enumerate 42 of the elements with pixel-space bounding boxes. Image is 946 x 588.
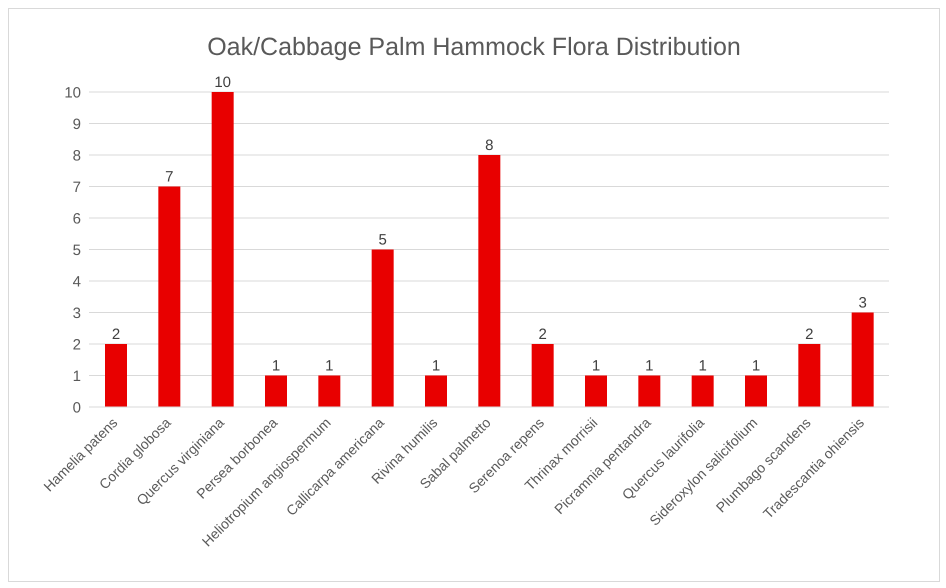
bar <box>212 92 234 407</box>
data-label: 8 <box>485 137 494 154</box>
data-label: 2 <box>805 326 814 343</box>
bar <box>372 250 394 407</box>
bar <box>585 376 607 407</box>
data-label: 1 <box>432 358 440 374</box>
bar <box>158 186 180 407</box>
bar <box>478 155 500 407</box>
y-tick-label: 0 <box>72 399 81 416</box>
y-tick-label: 9 <box>72 116 81 133</box>
bar <box>318 376 340 407</box>
data-label: 1 <box>325 358 334 374</box>
data-label: 1 <box>752 358 760 374</box>
y-tick-label: 1 <box>72 368 81 385</box>
bar <box>852 312 874 407</box>
bar <box>425 376 447 407</box>
y-tick-label: 10 <box>64 84 81 102</box>
y-tick-label: 2 <box>72 336 81 354</box>
y-tick-label: 4 <box>72 273 81 290</box>
bar <box>745 376 767 407</box>
data-label: 1 <box>272 358 280 374</box>
data-label: 3 <box>858 294 867 312</box>
data-label: 1 <box>645 358 654 374</box>
bar <box>692 376 714 407</box>
bar <box>638 376 660 407</box>
y-tick-label: 5 <box>72 242 81 259</box>
data-label: 1 <box>592 358 600 374</box>
bar <box>532 344 554 407</box>
data-label: 2 <box>112 326 120 343</box>
y-tick-label: 6 <box>72 210 81 228</box>
data-label: 10 <box>214 74 232 91</box>
data-label: 2 <box>538 326 547 343</box>
data-label: 1 <box>698 358 707 374</box>
data-label: 7 <box>165 168 174 186</box>
bar <box>265 376 287 407</box>
y-tick-label: 7 <box>72 178 81 196</box>
data-label: 5 <box>378 232 387 248</box>
y-tick-label: 3 <box>72 304 81 322</box>
chart-title: Oak/Cabbage Palm Hammock Flora Distribution <box>206 33 742 62</box>
y-tick-label: 8 <box>72 147 81 164</box>
bar <box>105 344 127 407</box>
bar <box>798 344 820 407</box>
